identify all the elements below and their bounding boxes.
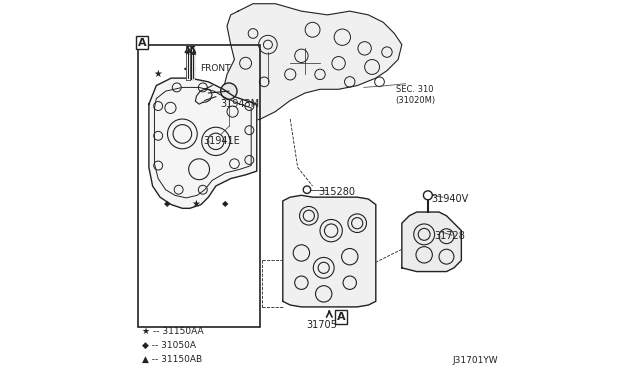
Text: A: A [138, 38, 147, 48]
Ellipse shape [221, 83, 237, 99]
Text: ★: ★ [184, 48, 191, 57]
Text: 31943M: 31943M [220, 99, 260, 109]
Text: ▲ -- 31150AB: ▲ -- 31150AB [142, 355, 202, 364]
Text: J31701YW: J31701YW [453, 356, 499, 365]
Text: ◆: ◆ [163, 199, 170, 208]
Polygon shape [283, 195, 376, 307]
Polygon shape [149, 78, 257, 208]
Bar [138, 45, 260, 327]
Text: ★ -- 31150AA: ★ -- 31150AA [142, 327, 204, 336]
Text: ★: ★ [153, 70, 162, 79]
Text: ★: ★ [191, 199, 200, 209]
Ellipse shape [424, 191, 433, 200]
Polygon shape [402, 212, 461, 272]
Text: 31705: 31705 [307, 321, 337, 330]
Text: 315280: 315280 [318, 187, 355, 196]
Text: ◆: ◆ [222, 199, 228, 208]
Text: 31940V: 31940V [431, 194, 469, 204]
Text: A: A [337, 312, 346, 322]
Polygon shape [223, 4, 402, 123]
Text: 31941E: 31941E [203, 137, 240, 146]
Text: 31728: 31728 [435, 231, 466, 241]
Text: FRONT: FRONT [200, 64, 230, 73]
Text: ▲: ▲ [191, 49, 196, 55]
Text: ◆ -- 31050A: ◆ -- 31050A [142, 341, 196, 350]
Text: SEC. 310
(31020M): SEC. 310 (31020M) [395, 85, 435, 105]
